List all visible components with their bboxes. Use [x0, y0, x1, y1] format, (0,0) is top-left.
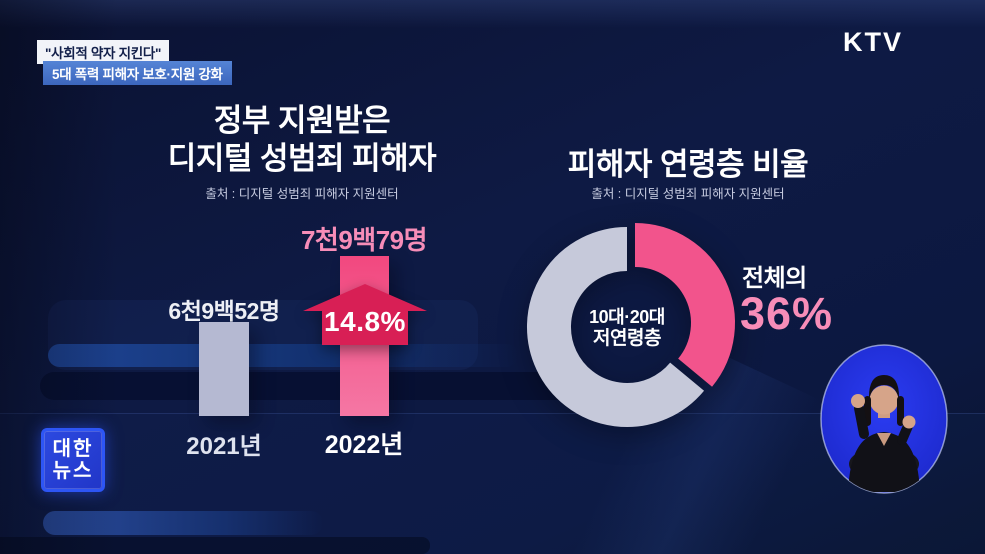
donut-chart [527, 223, 735, 427]
donut-chart-title: 피해자 연령층 비율 [567, 147, 809, 182]
bar-chart-title-line1: 정부 지원받은 [213, 103, 391, 138]
donut-chart-source: 출처 : 디지털 성범죄 피해자 지원센터 [591, 187, 785, 201]
logo-line1: 대한 [52, 438, 94, 460]
donut-center-line1: 10대·20대 [589, 307, 665, 327]
bar-chart-source: 출처 : 디지털 성범죄 피해자 지원센터 [205, 187, 399, 201]
ktv-channel-logo: KTV [843, 27, 903, 57]
headline-quote-badge: "사회적 약자 지킨다" [37, 40, 170, 64]
daehan-news-logo: 대한 뉴스 [41, 428, 105, 492]
bar-category-2021: 2021년 [186, 433, 262, 460]
donut-segment-remainder [527, 227, 705, 427]
increase-percent-label: 14.8% [324, 306, 406, 337]
bar-chart-title: 정부 지원받은 디지털 성범죄 피해자 [112, 102, 492, 178]
donut-callout-value: 36% [740, 288, 834, 339]
donut-center-label: 10대·20대 저연령층 [552, 306, 702, 350]
bar-chart-title-line2: 디지털 성범죄 피해자 [167, 141, 437, 176]
decorative-band [43, 511, 323, 535]
bar-value-label-2021: 6천9백52명 [168, 298, 280, 324]
interpreter-figure [848, 375, 920, 492]
decorative-band [48, 344, 518, 367]
sign-language-interpreter [820, 344, 948, 494]
headline-subtitle-badge: 5대 폭력 피해자 보호·지원 강화 [43, 61, 232, 85]
donut-callout-prefix: 전체의 [742, 265, 807, 292]
logo-line2: 뉴스 [52, 460, 94, 482]
top-glow-band [0, 0, 985, 28]
decorative-band [0, 537, 430, 554]
donut-center-line2: 저연령층 [593, 328, 661, 349]
donut-segment-young [634, 223, 735, 387]
increase-arrow-icon [303, 284, 427, 345]
bar-2021 [199, 322, 249, 416]
bar-category-2022: 2022년 [324, 431, 404, 459]
bar-value-label-2022: 7천9백79명 [300, 225, 428, 255]
decorative-band [40, 372, 600, 400]
